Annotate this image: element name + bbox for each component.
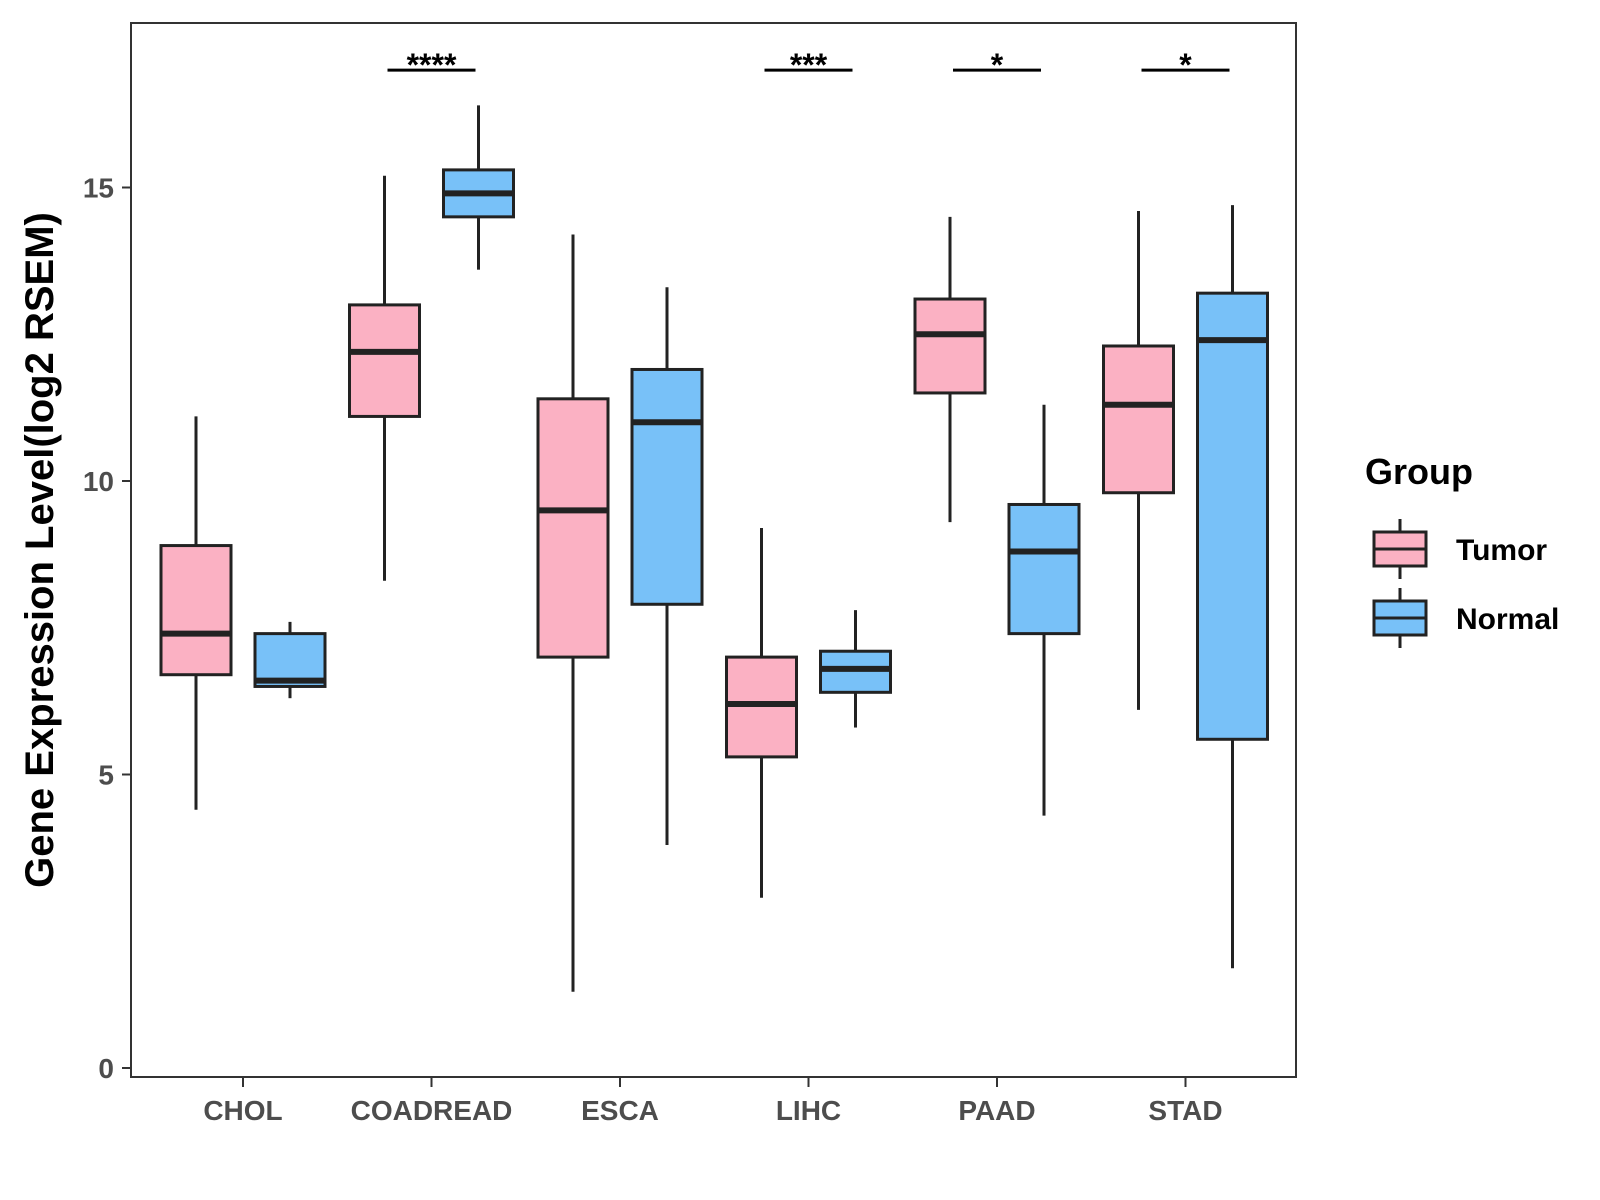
box-normal-coadread xyxy=(442,105,515,270)
box-normal-esca xyxy=(630,287,704,845)
box-body xyxy=(913,297,987,395)
x-tick-label: PAAD xyxy=(958,1095,1035,1126)
box-body xyxy=(1007,502,1081,636)
box-normal-stad xyxy=(1196,205,1269,969)
plot-panel xyxy=(130,22,1297,1078)
significance-label: * xyxy=(991,47,1004,83)
y-tick-label: 5 xyxy=(98,760,114,791)
x-tick-label: CHOL xyxy=(203,1095,282,1126)
legend-label: Normal xyxy=(1456,603,1559,636)
significance-label: *** xyxy=(790,47,828,83)
box-body xyxy=(1196,291,1269,741)
box-body xyxy=(1102,344,1175,495)
x-tick-label: COADREAD xyxy=(351,1095,513,1126)
y-tick-label: 0 xyxy=(98,1053,114,1084)
x-tick-label: LIHC xyxy=(776,1095,841,1126)
box-body xyxy=(630,367,704,606)
box-tumor-esca xyxy=(536,234,610,992)
box-tumor-paad xyxy=(913,216,987,523)
significance-annotations: **** *** * * xyxy=(387,47,1230,83)
x-tick-label: STAD xyxy=(1148,1095,1222,1126)
legend: Group Tumor Normal xyxy=(1365,451,1559,648)
box-body xyxy=(159,544,233,677)
significance-label: * xyxy=(1179,47,1192,83)
legend-label: Tumor xyxy=(1456,534,1547,567)
box-normal-chol xyxy=(253,621,327,699)
box-tumor-chol xyxy=(159,416,233,810)
box-tumor-coadread xyxy=(348,175,421,581)
significance-label: **** xyxy=(407,47,457,83)
box-tumor-stad xyxy=(1102,210,1175,710)
y-axis-title: Gene Expression Level(log2 RSEM) xyxy=(18,212,62,888)
box-body xyxy=(348,303,421,418)
y-tick-label: 15 xyxy=(83,173,114,204)
y-axis: 0 5 10 15 xyxy=(83,173,131,1084)
y-tick-label: 10 xyxy=(83,466,114,497)
x-axis: CHOL COADREAD ESCA LIHC PAAD STAD xyxy=(203,1077,1223,1126)
legend-item-normal: Normal xyxy=(1372,588,1559,648)
box-series xyxy=(159,105,1269,992)
box-normal-paad xyxy=(1007,404,1081,816)
legend-item-tumor: Tumor xyxy=(1372,519,1547,579)
x-tick-label: ESCA xyxy=(581,1095,659,1126)
box-normal-lihc xyxy=(819,610,892,728)
box-body xyxy=(536,397,610,659)
box-tumor-lihc xyxy=(725,527,798,898)
legend-title: Group xyxy=(1365,451,1473,492)
